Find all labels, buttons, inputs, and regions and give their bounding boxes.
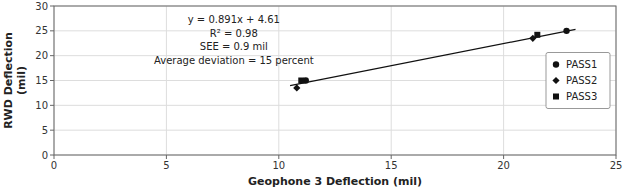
grid-line <box>54 55 616 56</box>
grid <box>54 6 616 155</box>
y-tick <box>50 130 54 131</box>
grid-line <box>54 105 616 106</box>
x-tick <box>616 155 617 159</box>
x-tick <box>278 155 279 159</box>
grid-line <box>54 80 616 81</box>
ticks: 0 5 10 15 20 25 0 5 10 15 20 25 30 <box>35 1 622 172</box>
y-axis-label: RWD Deflection(mil) <box>2 32 28 129</box>
point <box>298 78 304 84</box>
chart: 0 5 10 15 20 25 0 5 10 15 20 25 30 Geophone 3 Deflect… <box>0 0 624 189</box>
annotation: SEE = 0.9 mil <box>200 41 268 52</box>
point <box>534 32 540 38</box>
legend-label: PASS2 <box>566 75 597 86</box>
x-axis-label: Geophone 3 Deflection (mil) <box>248 175 422 188</box>
x-tick-label: 10 <box>272 160 285 171</box>
grid-line <box>54 130 616 131</box>
x-tick-label: 0 <box>51 160 57 171</box>
plot-frame <box>54 6 616 155</box>
annotation: y = 0.891x + 4.61 <box>188 14 280 25</box>
x-tick <box>54 155 55 159</box>
trend-line <box>290 29 575 85</box>
marks <box>290 28 575 92</box>
y-tick <box>50 105 54 106</box>
legend-marker <box>553 94 559 100</box>
x-tick <box>391 155 392 159</box>
legend-label: PASS1 <box>566 59 597 70</box>
legend-marker <box>553 61 559 67</box>
y-tick-label: 0 <box>42 150 48 161</box>
legend-marker <box>552 77 559 84</box>
y-tick <box>50 30 54 31</box>
y-tick-label: 25 <box>35 25 48 36</box>
legend-label: PASS3 <box>566 91 597 102</box>
point <box>293 84 300 91</box>
y-tick <box>50 55 54 56</box>
x-tick <box>503 155 504 159</box>
grid-line <box>54 30 616 31</box>
annotation: Average deviation = 15 percent <box>154 55 314 66</box>
y-tick-label: 5 <box>42 125 48 136</box>
x-tick-label: 25 <box>610 160 623 171</box>
x-tick-label: 5 <box>163 160 169 171</box>
legend-box <box>546 53 610 109</box>
y-tick-label: 20 <box>35 50 48 61</box>
y-tick <box>50 155 54 156</box>
annotation: R² = 0.98 <box>210 28 258 39</box>
x-tick-label: 15 <box>385 160 398 171</box>
y-tick-label: 15 <box>35 75 48 86</box>
y-tick-label: 30 <box>35 1 48 12</box>
legend: PASS1 PASS2 PASS3 <box>546 53 610 109</box>
y-tick <box>50 80 54 81</box>
y-tick <box>50 6 54 7</box>
x-tick <box>166 155 167 159</box>
x-tick-label: 20 <box>497 160 510 171</box>
point <box>563 28 569 34</box>
y-tick-label: 10 <box>35 100 48 111</box>
